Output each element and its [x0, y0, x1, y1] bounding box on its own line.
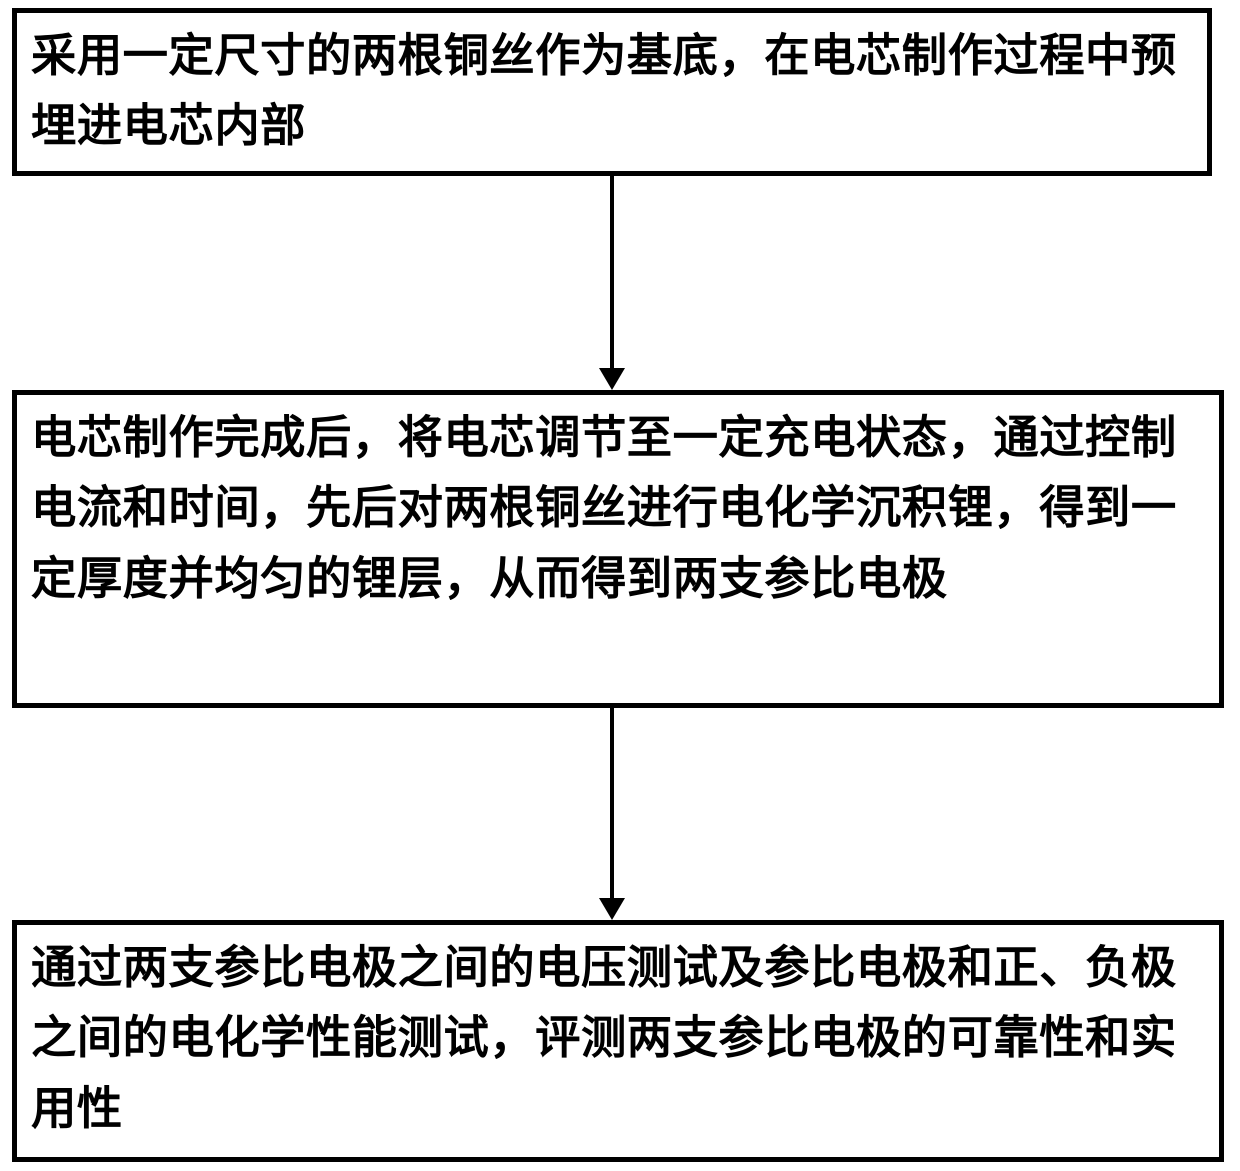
- arrow-2-shaft: [610, 708, 614, 898]
- flow-step-1-text: 采用一定尺寸的两根铜丝作为基底，在电芯制作过程中预埋进电芯内部: [31, 31, 1177, 151]
- flow-step-3-text: 通过两支参比电极之间的电压测试及参比电极和正、负极之间的电化学性能测试，评测两支…: [31, 943, 1177, 1134]
- arrow-1-shaft: [610, 176, 614, 368]
- flow-step-2-text: 电芯制作完成后，将电芯调节至一定充电状态，通过控制电流和时间，先后对两根铜丝进行…: [31, 413, 1177, 604]
- flow-step-2: 电芯制作完成后，将电芯调节至一定充电状态，通过控制电流和时间，先后对两根铜丝进行…: [12, 390, 1224, 708]
- flow-step-3: 通过两支参比电极之间的电压测试及参比电极和正、负极之间的电化学性能测试，评测两支…: [12, 920, 1224, 1162]
- arrow-1-head: [599, 368, 625, 390]
- arrow-2-head: [599, 898, 625, 920]
- flow-step-1: 采用一定尺寸的两根铜丝作为基底，在电芯制作过程中预埋进电芯内部: [12, 8, 1212, 176]
